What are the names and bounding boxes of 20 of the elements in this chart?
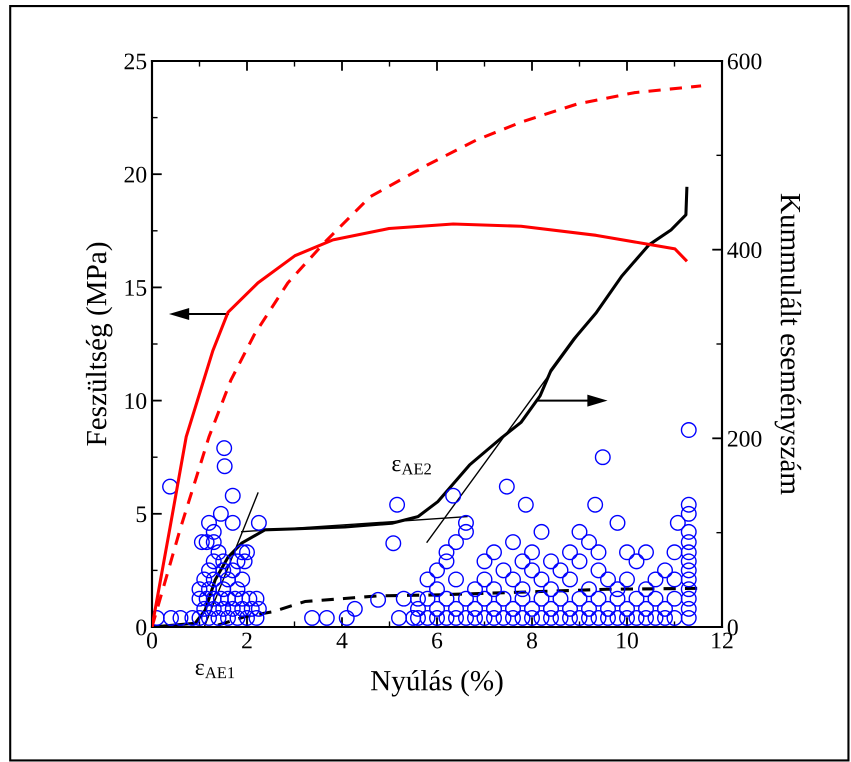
y-tick-label: 25 xyxy=(124,54,146,70)
y-axis-title: Feszültség (MPa) xyxy=(86,242,112,446)
y-tick-label: 5 xyxy=(136,506,146,522)
x-tick-label: 6 xyxy=(432,632,442,648)
x-tick-label: 10 xyxy=(617,632,638,648)
y-tick-label: 0 xyxy=(136,619,146,636)
x-tick-label: 8 xyxy=(526,632,538,648)
y2-tick-label: 600 xyxy=(728,53,762,70)
y-tick-label: 15 xyxy=(126,280,146,296)
y2-tick-label: 400 xyxy=(727,242,762,258)
y-tick-label: 10 xyxy=(126,393,146,410)
text: ε$_{AE1}$ xyxy=(196,664,234,678)
x-axis-title: Nyúlás (%) xyxy=(371,670,503,697)
x-tick-label: 2 xyxy=(242,632,252,648)
x-tick-label: 0 xyxy=(146,632,158,648)
y-tick-label: 20 xyxy=(124,166,146,183)
y2-tick-label: 200 xyxy=(728,430,762,447)
x-tick-label: 4 xyxy=(336,632,348,648)
y2-axis-title: Kummulált eseményszám xyxy=(774,194,802,495)
annotation: ε$_{AE2}$ xyxy=(392,460,431,474)
